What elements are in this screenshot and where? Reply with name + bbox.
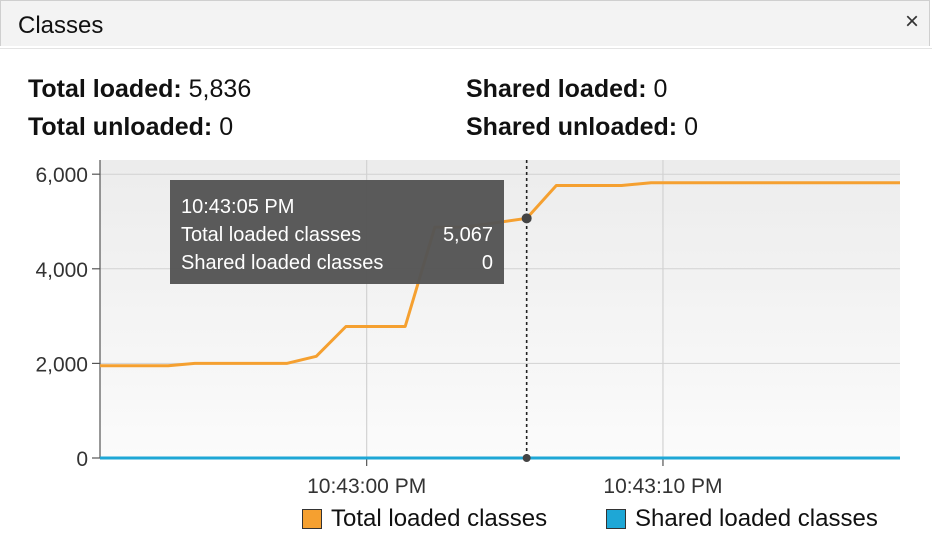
- y-tick-label: 6,000: [35, 164, 88, 187]
- legend-total: Total loaded classes: [302, 505, 547, 533]
- shared-unloaded-label: Shared unloaded:: [466, 113, 678, 141]
- shared-loaded-value: 0: [653, 75, 668, 103]
- shared-unloaded-stat: Shared unloaded: 0: [466, 113, 698, 142]
- total-unloaded-value: 0: [219, 113, 234, 141]
- legend-shared: Shared loaded classes: [606, 505, 878, 533]
- x-tick-label: 10:43:00 PM: [307, 475, 426, 495]
- shared-unloaded-value: 0: [684, 113, 698, 141]
- y-tick-label: 2,000: [35, 353, 88, 376]
- legend-label-total: Total loaded classes: [331, 505, 548, 532]
- tooltip-row-value: 5,067: [443, 224, 493, 246]
- x-tick-label: 10:43:10 PM: [603, 475, 722, 495]
- tooltip-box: [170, 180, 504, 284]
- total-loaded-label: Total loaded:: [28, 75, 182, 103]
- tooltip-row-value: 0: [482, 252, 493, 274]
- tooltip-time: 10:43:05 PM: [181, 196, 294, 218]
- y-tick-label: 0: [76, 448, 88, 471]
- total-loaded-value: 5,836: [188, 75, 252, 103]
- classes-chart[interactable]: 6,000 4,000 2,000 0 10:43:00 PM 10:43:10 PM 1…: [0, 150, 932, 495]
- shared-loaded-stat: Shared loaded: 0: [466, 75, 667, 104]
- legend-swatch-shared: [606, 509, 626, 529]
- tooltip-row-label: Total loaded classes: [181, 224, 361, 246]
- close-icon[interactable]: ×: [904, 8, 919, 35]
- total-loaded-stat: Total loaded: 5,836: [28, 75, 251, 104]
- hover-point-total: [521, 213, 532, 224]
- total-unloaded-stat: Total unloaded: 0: [28, 113, 233, 142]
- tooltip-row-label: Shared loaded classes: [181, 252, 383, 274]
- total-unloaded-label: Total unloaded:: [28, 113, 213, 141]
- hover-point-shared: [522, 454, 531, 462]
- legend-label-shared: Shared loaded classes: [635, 505, 878, 532]
- panel-tabbar: Classes ×: [0, 0, 932, 49]
- shared-loaded-label: Shared loaded:: [466, 75, 647, 103]
- tab-classes[interactable]: Classes ×: [0, 0, 930, 46]
- panel-title: Classes: [18, 12, 104, 39]
- y-tick-label: 4,000: [35, 259, 88, 282]
- legend-swatch-total: [302, 509, 322, 529]
